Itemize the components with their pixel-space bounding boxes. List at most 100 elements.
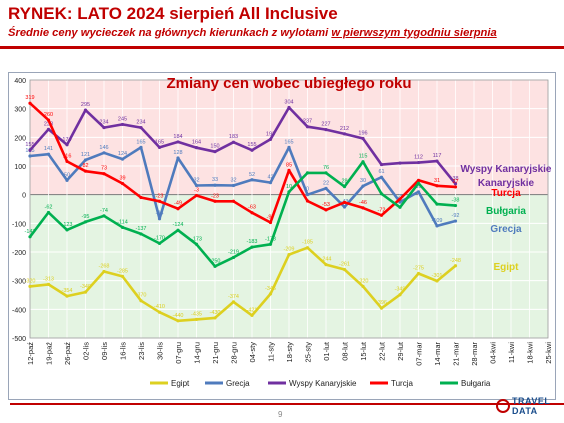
data-label: -84	[156, 211, 164, 217]
data-label: 164	[192, 140, 201, 146]
data-point	[287, 145, 291, 149]
data-point	[65, 143, 69, 147]
data-label: 22	[323, 180, 329, 186]
data-label: 295	[81, 102, 90, 108]
chart-frame	[8, 72, 556, 400]
data-label: -320	[24, 278, 35, 284]
data-label: -185	[302, 240, 313, 246]
data-label: -3	[194, 188, 199, 194]
data-point	[46, 127, 51, 131]
x-tick-label: 16-lis	[119, 342, 128, 360]
data-point	[65, 178, 69, 182]
legend-label: Bułgaria	[461, 379, 491, 388]
data-label: 73	[101, 166, 107, 172]
data-point	[250, 245, 254, 249]
data-label: -421	[246, 307, 257, 313]
data-point	[46, 210, 51, 215]
data-point	[361, 284, 365, 288]
data-point	[453, 185, 458, 189]
x-tick-label: 01-lut	[322, 341, 331, 361]
data-label: -63	[248, 205, 256, 211]
x-tick-label: 28-gru	[230, 342, 239, 364]
data-label: 31	[434, 178, 440, 184]
x-tick-label: 11-sty	[267, 342, 276, 362]
data-point	[139, 145, 143, 149]
data-point	[435, 279, 439, 283]
data-point	[398, 205, 402, 209]
data-point	[379, 213, 384, 217]
data-point	[139, 195, 143, 200]
data-point	[453, 219, 458, 223]
data-label: -46	[359, 200, 367, 206]
data-label: -53	[322, 202, 330, 208]
data-label: 52	[249, 172, 255, 178]
data-label: 245	[118, 116, 127, 122]
legend-label: Egipt	[171, 379, 190, 388]
y-tick-label: -500	[12, 336, 26, 343]
data-label: 121	[81, 152, 90, 158]
data-label: 85	[286, 162, 292, 168]
data-label: -137	[135, 226, 146, 232]
data-point	[28, 235, 32, 239]
data-point	[213, 183, 217, 187]
data-point	[176, 207, 180, 211]
data-label: 30	[360, 178, 366, 184]
data-point	[379, 162, 384, 167]
data-point	[250, 178, 254, 182]
page-subtitle: Średnie ceny wycieczek na głównych kieru…	[8, 27, 497, 39]
data-point	[268, 292, 273, 296]
data-label: -320	[357, 278, 368, 284]
data-point	[287, 105, 291, 110]
data-point	[324, 186, 328, 190]
data-point	[157, 217, 162, 221]
data-label: -49	[174, 201, 182, 207]
data-point	[231, 300, 236, 304]
data-label: -354	[61, 288, 72, 294]
x-tick-label: 18-kwi	[526, 342, 535, 364]
data-point	[398, 161, 402, 165]
data-point	[139, 232, 143, 236]
data-label: 196	[358, 130, 367, 136]
x-tick-label: 23-lis	[137, 342, 146, 360]
data-point	[416, 190, 421, 194]
data-point	[435, 184, 439, 188]
data-point	[287, 190, 291, 194]
data-label: 234	[99, 120, 108, 126]
data-label: 128	[173, 150, 182, 156]
data-label: -23	[156, 193, 164, 199]
data-point	[416, 271, 421, 276]
data-label: -23	[211, 193, 219, 199]
data-label: 174	[62, 137, 71, 143]
data-label: 165	[155, 139, 164, 145]
data-label: 227	[321, 122, 330, 128]
data-point	[28, 154, 32, 158]
page-number: 9	[278, 410, 283, 419]
x-tick-label: 07-mar	[415, 342, 424, 366]
x-tick-label: 28-mar	[470, 342, 479, 366]
data-label: -173	[191, 236, 202, 242]
data-label: -346	[265, 286, 276, 292]
travel-data-logo: TRAVEL DATA	[494, 396, 558, 422]
x-tick-label: 02-lis	[82, 342, 91, 360]
series-side-label: Wyspy Kanaryjskie	[461, 164, 552, 175]
data-label: 76	[323, 165, 329, 171]
x-tick-label: 30-lis	[156, 342, 165, 360]
data-label: 260	[44, 112, 53, 118]
page-title: RYNEK: LATO 2024 sierpień All Inclusive	[8, 4, 338, 23]
data-label: 141	[44, 146, 53, 152]
data-point	[305, 171, 310, 175]
x-tick-label: 14-gru	[193, 342, 202, 364]
series-line-0	[29, 246, 457, 323]
data-label: -301	[431, 273, 442, 279]
data-label: -440	[172, 313, 183, 319]
data-point	[361, 184, 365, 188]
data-point	[416, 160, 421, 165]
x-tick-label: 09-lis	[100, 342, 109, 360]
legend-label: Wyspy Kanaryjskie	[289, 379, 357, 388]
data-point	[120, 181, 125, 186]
data-label: -410	[154, 304, 165, 310]
data-label: 212	[340, 126, 349, 132]
y-tick-label: 400	[14, 78, 26, 85]
data-point	[268, 181, 273, 185]
data-label: -349	[394, 287, 405, 293]
